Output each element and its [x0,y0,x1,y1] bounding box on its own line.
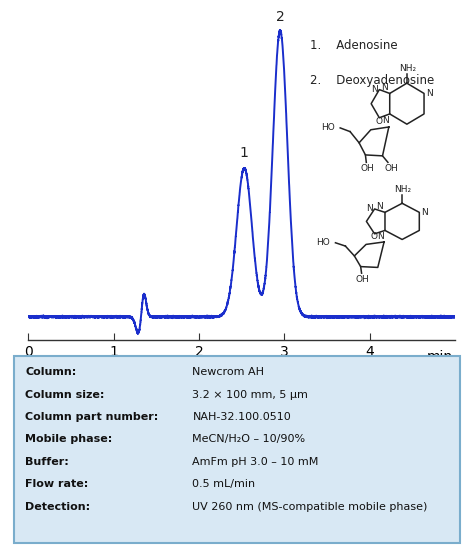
Text: Column:: Column: [25,367,77,378]
Text: Newcrom AH: Newcrom AH [192,367,264,378]
Text: OH: OH [356,275,369,284]
Text: Column part number:: Column part number: [25,412,159,422]
Text: N: N [426,89,433,98]
Text: N: N [377,232,384,241]
Text: 1: 1 [240,146,249,159]
Text: 2: 2 [276,10,284,24]
Text: OH: OH [384,164,399,173]
Text: N: N [371,85,377,94]
Text: AmFm pH 3.0 – 10 mM: AmFm pH 3.0 – 10 mM [192,457,319,467]
Text: Column size:: Column size: [25,390,105,399]
Text: OH: OH [360,164,374,173]
Text: 3.2 × 100 mm, 5 μm: 3.2 × 100 mm, 5 μm [192,390,308,399]
Text: NH₂: NH₂ [399,64,416,73]
Text: Flow rate:: Flow rate: [25,479,89,489]
Text: N: N [381,83,388,92]
Text: min: min [427,350,453,364]
FancyBboxPatch shape [14,356,460,543]
Text: UV 260 nm (MS-compatible mobile phase): UV 260 nm (MS-compatible mobile phase) [192,501,428,511]
Text: 1.    Adenosine: 1. Adenosine [310,39,398,52]
Text: O: O [375,117,383,125]
Text: NAH-32.100.0510: NAH-32.100.0510 [192,412,291,422]
Text: Mobile phase:: Mobile phase: [25,435,113,444]
Text: MeCN/H₂O – 10/90%: MeCN/H₂O – 10/90% [192,435,306,444]
Text: N: N [382,116,389,125]
Text: N: N [376,202,383,211]
Text: HO: HO [321,123,335,133]
Text: Detection:: Detection: [25,501,91,511]
Text: 0.5 mL/min: 0.5 mL/min [192,479,255,489]
Text: O: O [371,232,378,241]
Text: N: N [366,204,373,214]
Text: 2.    Deoxyadenosine: 2. Deoxyadenosine [310,73,434,87]
Text: Buffer:: Buffer: [25,457,69,467]
Text: HO: HO [316,238,330,247]
Text: NH₂: NH₂ [394,185,411,194]
Text: N: N [421,208,428,217]
